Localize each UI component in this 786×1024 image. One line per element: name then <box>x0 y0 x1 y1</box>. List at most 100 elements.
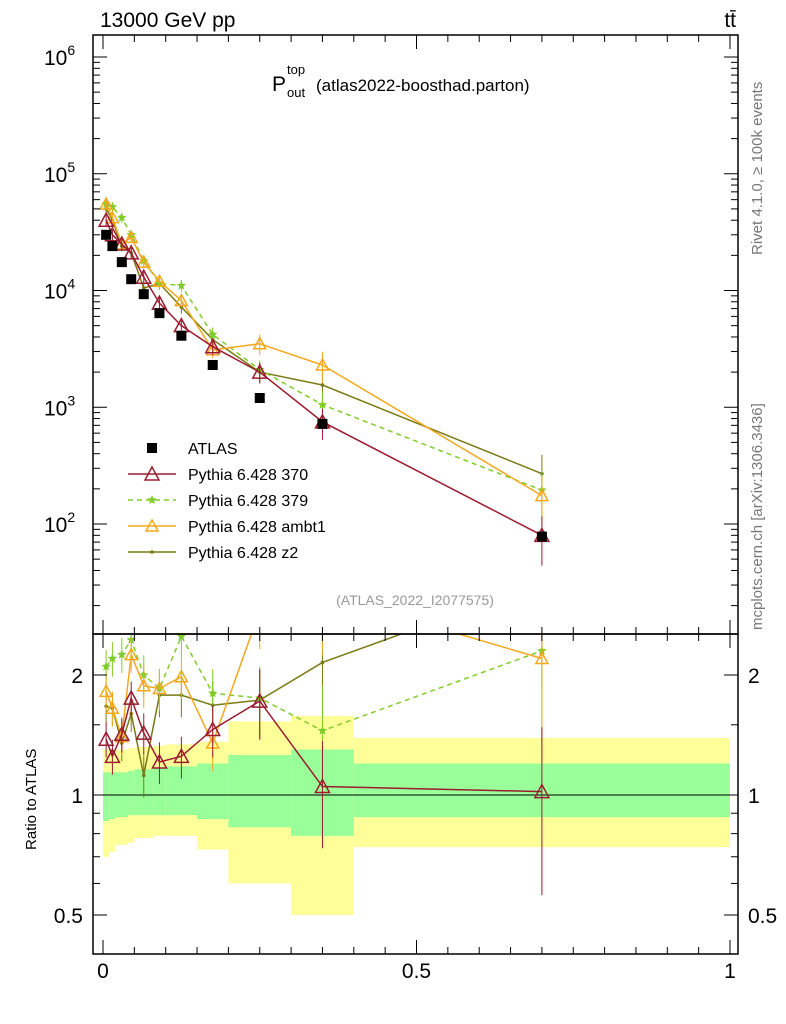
point-atlas <box>107 241 118 252</box>
ratio-panel-frame <box>92 633 739 955</box>
legend-label: ATLAS <box>188 441 238 458</box>
ratio-point-p370 <box>97 730 115 746</box>
point-p370 <box>151 294 168 310</box>
series-p370 <box>97 211 551 566</box>
title-rest: (atlas2022-boosthad.parton) <box>316 76 530 95</box>
title-sub: out <box>287 85 305 100</box>
band-inner <box>228 754 292 828</box>
ratio-y-tick-label-right: 1 <box>748 785 760 808</box>
point-p379 <box>176 280 187 290</box>
ratio-series-p370 <box>97 669 551 896</box>
ratio-point-p379 <box>208 688 218 698</box>
title-sup: top <box>287 62 305 77</box>
ratio-point-p379 <box>107 653 118 663</box>
point-ambt1 <box>152 273 167 288</box>
ratio-panel-series <box>97 581 551 896</box>
main-y-tick-label: 102 <box>44 509 75 537</box>
point-ambt1 <box>98 196 114 210</box>
point-ambt1 <box>315 357 330 371</box>
ratio-point-ambt1 <box>136 678 152 692</box>
legend-entry-atlas: ATLAS <box>147 441 238 458</box>
ratio-point-ambt1 <box>105 700 120 715</box>
ratio-point-z2 <box>320 660 325 665</box>
main-y-tick-label: 104 <box>44 276 75 304</box>
ratio-point-ambt1 <box>174 669 189 683</box>
ratio-point-p379 <box>317 725 328 735</box>
band-inner <box>128 770 135 816</box>
ratio-point-z2 <box>540 581 544 585</box>
legend-entry-z2: Pythia 6.428 z2 <box>128 545 298 562</box>
legend-marker-p379 <box>147 495 157 504</box>
analysis-id: (ATLAS_2022_I2077575) <box>336 592 494 608</box>
ratio-uncertainty-bands <box>93 715 738 915</box>
ratio-point-p370 <box>533 782 551 799</box>
ratio-ylabel: Ratio to ATLAS <box>23 749 40 850</box>
ratio-point-p370 <box>104 747 121 764</box>
point-atlas <box>154 308 165 319</box>
ratio-point-p370 <box>151 753 168 769</box>
point-atlas <box>116 257 127 268</box>
ratio-point-p379 <box>117 649 127 659</box>
point-ambt1 <box>174 292 189 307</box>
ratio-y-tick-label: 0.5 <box>54 905 83 928</box>
process-label: tt̄ <box>724 9 736 32</box>
ratio-y-tick-label-right: 2 <box>748 665 760 688</box>
point-z2 <box>141 286 146 290</box>
x-tick-label: 0.5 <box>402 960 431 983</box>
legend-marker-z2 <box>150 550 154 554</box>
series-atlas <box>101 229 547 542</box>
point-p370 <box>135 268 153 284</box>
point-ambt1 <box>123 229 139 244</box>
point-ambt1 <box>105 210 120 224</box>
ratio-y-tick-label-right: 0.5 <box>748 905 777 928</box>
ratio-point-p370 <box>251 692 269 708</box>
ratio-point-p370 <box>314 777 331 794</box>
ratio-point-p370 <box>204 720 221 737</box>
series-line-ambt1 <box>105 203 543 497</box>
ratio-point-p370 <box>122 689 140 705</box>
series-line-z2 <box>105 208 543 475</box>
energy-label: 13000 GeV pp <box>100 9 235 32</box>
ratio-point-ambt1 <box>534 650 550 665</box>
band-inner <box>103 772 110 822</box>
legend: ATLAS Pythia 6.428 370 Pythia 6.428 379 Pyt… <box>128 441 326 562</box>
ratio-point-p379 <box>101 661 111 671</box>
ratio-y-tick-label: 1 <box>71 785 83 808</box>
mcplots-label: mcplots.cern.ch [arXiv:1306.3436] <box>749 403 766 630</box>
legend-entry-p370: Pythia 6.428 370 <box>128 465 308 484</box>
point-atlas <box>317 418 328 429</box>
legend-label: Pythia 6.428 z2 <box>188 545 298 562</box>
point-p370 <box>97 211 115 227</box>
ratio-point-ambt1 <box>123 647 139 661</box>
rivet-label: Rivet 4.1.0, ≥ 100k events <box>749 82 766 255</box>
legend-marker-ambt1 <box>144 518 160 532</box>
plot-title: P <box>272 73 286 96</box>
legend-entry-ambt1: Pythia 6.428 ambt1 <box>128 518 326 536</box>
x-tick-label: 1 <box>724 960 736 983</box>
point-ambt1 <box>534 488 550 502</box>
legend-label: Pythia 6.428 ambt1 <box>188 519 326 536</box>
point-ambt1 <box>136 254 152 268</box>
legend-entry-p379: Pythia 6.428 379 <box>128 493 308 510</box>
point-p379 <box>208 329 218 339</box>
x-tick-label: 0 <box>97 960 109 983</box>
main-y-tick-label: 105 <box>44 159 75 187</box>
ratio-point-p370 <box>173 747 190 764</box>
series-p379 <box>101 199 547 521</box>
ratio-point-ambt1 <box>254 605 266 616</box>
ratio-point-ambt1 <box>152 680 167 695</box>
ratio-point-p379 <box>176 634 187 641</box>
point-atlas <box>254 393 265 404</box>
point-p379 <box>317 399 328 409</box>
point-z2 <box>320 383 325 387</box>
band-inner <box>197 763 229 820</box>
title-main: P <box>272 73 286 96</box>
band-inner <box>153 767 166 816</box>
main-y-tick-label: 103 <box>44 392 75 420</box>
ratio-point-p370 <box>135 724 153 740</box>
point-atlas <box>138 289 149 300</box>
legend-marker-p370 <box>143 465 161 481</box>
point-atlas <box>207 360 218 371</box>
series-z2 <box>104 204 544 504</box>
point-atlas <box>176 330 187 341</box>
